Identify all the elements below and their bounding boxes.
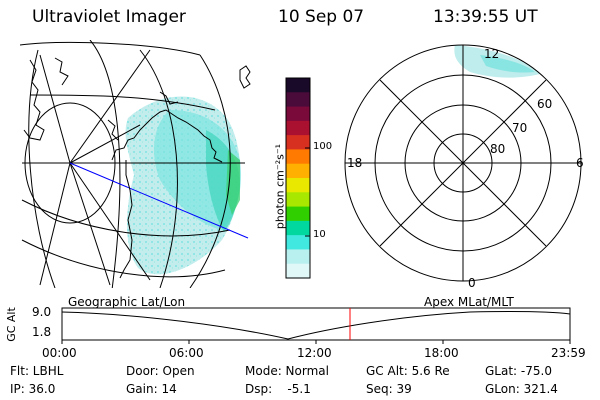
polar-label-12: 12 xyxy=(484,47,500,61)
apex-label: Apex MLat/MLT xyxy=(424,295,514,309)
header-time: 13:39:55 UT xyxy=(433,7,538,27)
altitude-x-tick-4: 23:59 xyxy=(551,346,586,360)
polar-label-0: 0 xyxy=(468,276,476,290)
info-ip: IP: 36.0 xyxy=(10,382,56,396)
altitude-curve xyxy=(61,311,571,340)
colorbar-band xyxy=(286,192,310,208)
info-gain: Gain: 14 xyxy=(126,382,177,396)
info-gc-alt: GC Alt: 5.6 Re xyxy=(366,364,450,378)
colorbar-band xyxy=(286,120,310,136)
polar-label-60: 60 xyxy=(537,97,553,111)
app-title: Ultraviolet Imager xyxy=(32,7,186,27)
altitude-axis-label: GC Alt xyxy=(4,307,18,342)
colorbar-band xyxy=(286,92,310,108)
colorbar-band xyxy=(286,178,310,193)
colorbar-band xyxy=(286,106,310,122)
satellite-track xyxy=(69,162,249,239)
altitude-y-top: 9.0 xyxy=(32,305,52,319)
info-dsp: Dsp: -5.1 xyxy=(245,382,311,396)
colorbar-band xyxy=(286,249,310,265)
colorbar-band xyxy=(286,135,310,151)
info-mode: Mode: Normal xyxy=(245,364,329,378)
colorbar-band xyxy=(286,206,310,222)
info-door: Door: Open xyxy=(126,364,195,378)
info-glon: GLon: 321.4 xyxy=(485,382,558,396)
altitude-x-tick-2: 12:00 xyxy=(297,346,332,360)
info-glat: GLat: -75.0 xyxy=(485,364,552,378)
altitude-x-tick-1: 06:00 xyxy=(169,346,204,360)
colorbar-band xyxy=(286,163,310,179)
polar-label-70: 70 xyxy=(512,121,528,135)
altitude-y-bottom: 1.8 xyxy=(32,325,52,339)
info-seq: Seq: 39 xyxy=(366,382,412,396)
header-date: 10 Sep 07 xyxy=(278,7,365,27)
colorbar-band xyxy=(286,220,310,236)
colorbar-band xyxy=(286,78,310,93)
coastline xyxy=(111,109,223,279)
geographic-label: Geographic Lat/Lon xyxy=(68,295,186,309)
colorbar-tick-10: 10 xyxy=(313,229,326,240)
colorbar-band xyxy=(286,263,310,279)
altitude-x-tick-0: 00:00 xyxy=(42,346,77,360)
colorbar-tick-100: 100 xyxy=(313,141,333,152)
polar-label-18: 18 xyxy=(347,156,363,170)
altitude-x-tick-3: 18:00 xyxy=(424,346,459,360)
polar-label-6: 6 xyxy=(576,156,584,170)
polar-label-80: 80 xyxy=(490,142,506,156)
colorbar xyxy=(285,77,311,279)
colorbar-band xyxy=(286,235,310,251)
colorbar-band xyxy=(286,149,310,165)
info-filter: Flt: LBHL xyxy=(10,364,64,378)
colorbar-frame xyxy=(285,77,311,279)
